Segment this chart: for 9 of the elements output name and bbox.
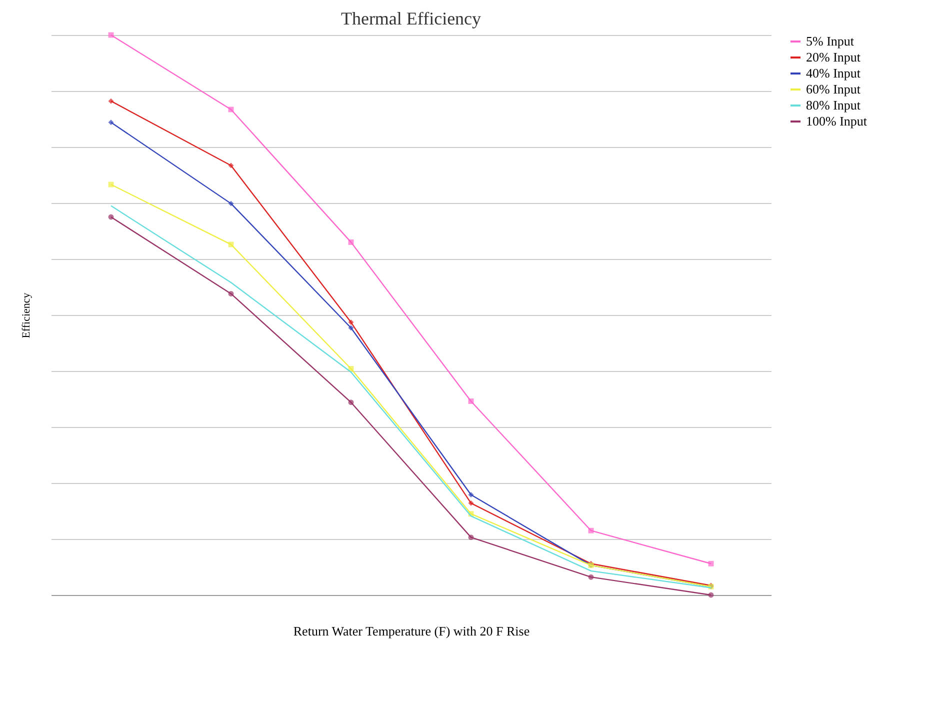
legend-label: 100% Input [806, 114, 868, 128]
chart-title: Thermal Efficiency [340, 8, 482, 28]
legend-label: 80% Input [806, 98, 861, 112]
legend-label: 60% Input [806, 82, 861, 96]
y-axis-title: Efficiency [20, 292, 32, 338]
legend-label: 5% Input [806, 34, 854, 48]
x-axis-title: Return Water Temperature (F) with 20 F Rise [293, 624, 530, 638]
legend-label: 40% Input [806, 66, 861, 80]
legend-label: 20% Input [806, 50, 861, 64]
